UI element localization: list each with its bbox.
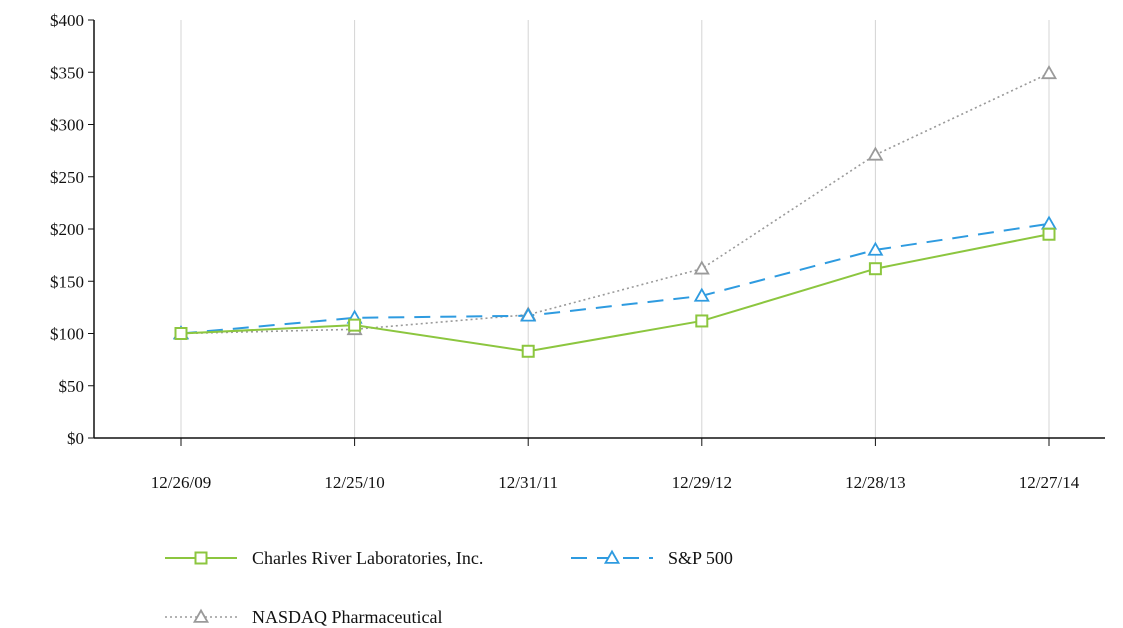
data-point-s0-2	[521, 344, 535, 358]
data-point-s0-1	[348, 318, 362, 332]
data-point-s2-5	[1040, 64, 1058, 80]
x-axis-ticks: 12/26/09 12/25/10 12/31/11 12/29/12 12/28/13…	[151, 438, 1080, 492]
x-tick-label: 12/31/11	[498, 473, 558, 492]
legend-marker-0	[194, 551, 208, 565]
data-point-s1-5	[1040, 215, 1058, 230]
data-point-s0-3	[695, 314, 709, 328]
data-point-s2-4	[867, 146, 884, 161]
data-point-s0-4	[868, 262, 882, 276]
legend-marker-2	[192, 608, 210, 623]
data-point-s1-2	[520, 307, 537, 322]
series-markers	[172, 64, 1058, 358]
data-point-s0-5	[1042, 227, 1056, 241]
y-tick-label: $400	[50, 11, 84, 30]
y-axis-ticks: $0 $50 $100 $150 $200 $250 $300 $350 $400	[50, 11, 94, 448]
series-line-1	[180, 222, 1050, 335]
x-tick-label: 12/29/12	[672, 473, 732, 492]
grid-lines	[180, 20, 1050, 438]
y-tick-label: $300	[50, 116, 84, 135]
series-line-0	[180, 233, 1050, 353]
y-tick-label: $200	[50, 220, 84, 239]
x-tick-label: 12/25/10	[324, 473, 384, 492]
axes	[93, 20, 1105, 439]
y-tick-label: $250	[50, 168, 84, 187]
y-tick-label: $50	[59, 377, 85, 396]
series-line-2	[180, 72, 1050, 335]
legend-label-2: NASDAQ Pharmaceutical	[252, 607, 442, 627]
series-lines	[180, 72, 1050, 353]
legend-label-1: S&P 500	[668, 548, 733, 568]
legend: Charles River Laboratories, Inc. S&P 500 N…	[165, 548, 733, 627]
x-tick-label: 12/28/13	[845, 473, 905, 492]
y-tick-label: $150	[50, 272, 84, 291]
y-tick-label: $0	[67, 429, 84, 448]
data-point-s1-4	[867, 241, 884, 256]
data-point-s1-3	[693, 287, 710, 302]
data-point-s2-3	[693, 260, 710, 275]
x-tick-label: 12/27/14	[1019, 473, 1080, 492]
legend-marker-1	[603, 549, 621, 564]
y-tick-label: $350	[50, 63, 84, 82]
x-tick-label: 12/26/09	[151, 473, 211, 492]
data-point-s0-0	[174, 327, 188, 340]
y-tick-label: $100	[50, 325, 84, 344]
legend-label-0: Charles River Laboratories, Inc.	[252, 548, 483, 568]
